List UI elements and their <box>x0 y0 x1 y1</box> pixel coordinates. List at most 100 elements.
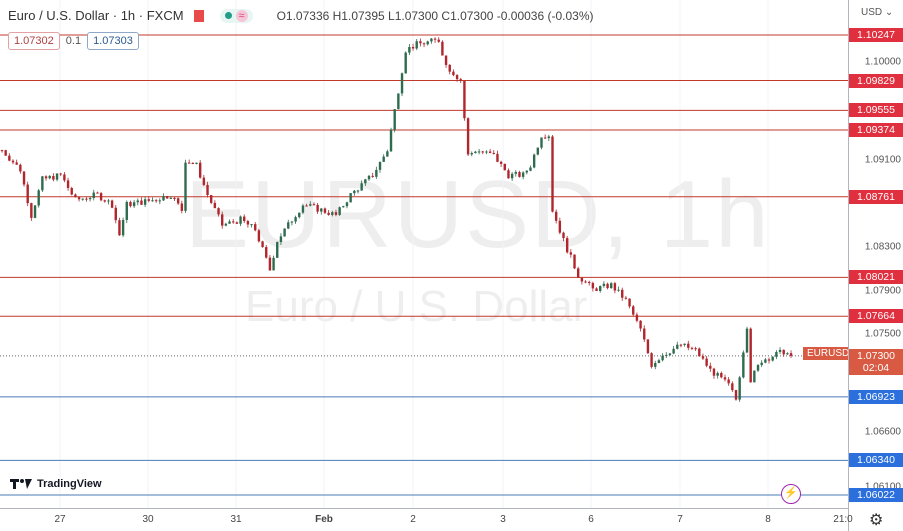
candle-body <box>202 177 206 185</box>
candle-body <box>41 176 44 191</box>
candle-body <box>448 64 451 72</box>
candle-body <box>334 212 338 215</box>
support-label[interactable]: 1.06022 <box>849 488 903 503</box>
candle-body <box>121 219 125 236</box>
candle-body <box>232 221 235 223</box>
time-label: 6 <box>588 514 594 525</box>
candle-body <box>742 352 745 378</box>
candle-body <box>22 171 26 185</box>
candle-body <box>228 221 231 224</box>
last-price: 1.07300 <box>857 349 895 362</box>
candle-body <box>382 156 385 162</box>
status-pill[interactable]: ≈ <box>219 8 253 23</box>
candle-body <box>265 247 268 258</box>
candle-body <box>756 365 760 371</box>
candle-body <box>503 163 506 171</box>
candle-body <box>709 365 712 369</box>
candle-body <box>510 173 514 179</box>
candle-body <box>44 176 48 179</box>
price-tick: 1.07900 <box>864 285 901 297</box>
candle-body <box>507 170 510 179</box>
candle-body <box>169 197 173 199</box>
candle-body <box>433 38 437 40</box>
candle-body <box>602 283 606 287</box>
candle-body <box>543 137 547 139</box>
candle-body <box>617 289 620 291</box>
tradingview-logo[interactable]: TradingView <box>10 478 102 490</box>
candle-body <box>576 268 580 278</box>
candle-body <box>19 164 22 172</box>
candle-body <box>591 282 595 289</box>
candle-body <box>753 370 756 383</box>
candle-body <box>687 343 690 348</box>
resistance-label[interactable]: 1.07664 <box>849 309 903 324</box>
candle-body <box>250 224 253 226</box>
tradingview-icon <box>10 479 32 489</box>
time-axis[interactable]: 27 30 31 Feb 2 3 6 7 8 21:0 <box>0 508 853 531</box>
candle-body <box>140 200 143 205</box>
candle-body <box>184 162 187 211</box>
candle-body <box>415 41 418 49</box>
candle-body <box>129 201 132 207</box>
candle-body <box>353 190 356 194</box>
candle-body <box>632 306 635 315</box>
market-open-icon <box>224 12 232 19</box>
candle-body <box>312 204 316 206</box>
price-tick: 1.08300 <box>864 241 901 253</box>
candle-body <box>492 152 495 154</box>
settings-icon[interactable]: ⚙ <box>869 512 884 529</box>
candle-body <box>595 288 598 291</box>
support-label[interactable]: 1.06340 <box>849 453 903 468</box>
chart-pane[interactable]: EURUSD, 1h Euro / U.S. Dollar Euro / U.S… <box>0 0 848 508</box>
candle-body <box>400 73 404 94</box>
candle-body <box>198 162 202 178</box>
candle-body <box>488 151 492 153</box>
resistance-label[interactable]: 1.08021 <box>849 270 903 285</box>
candle-body <box>246 221 250 225</box>
flag-icon[interactable] <box>193 9 204 22</box>
candle-body <box>654 362 657 367</box>
candle-body <box>356 190 360 192</box>
candles-svg <box>0 0 848 508</box>
sell-button[interactable]: 1.07302 <box>8 32 60 50</box>
candle-body <box>411 46 415 49</box>
watermark-symbol: EURUSD, 1h <box>185 161 771 268</box>
candle-body <box>327 212 330 215</box>
candle-body <box>767 359 771 361</box>
candle-body <box>345 202 349 207</box>
resistance-label[interactable]: 1.08761 <box>849 189 903 204</box>
resistance-label[interactable]: 1.09374 <box>849 123 903 138</box>
candle-body <box>30 203 33 218</box>
candle-body <box>272 257 275 271</box>
candle-body <box>187 162 191 164</box>
lightning-button[interactable]: ⚡ <box>781 484 801 504</box>
symbol-title[interactable]: Euro / U.S. Dollar · 1h · FXCM <box>8 8 184 23</box>
time-label: Feb <box>315 514 333 525</box>
candle-body <box>147 199 150 201</box>
candle-body <box>143 199 147 205</box>
candle-body <box>195 162 198 164</box>
candle-body <box>364 179 367 184</box>
candle-body <box>547 136 551 139</box>
candle-body <box>514 172 517 174</box>
candle-body <box>213 202 217 209</box>
candle-body <box>55 173 59 180</box>
resistance-label[interactable]: 1.09555 <box>849 103 903 118</box>
price-axis[interactable]: USD ⌄ 1.10000 1.09100 1.08300 1.07900 1.0750… <box>848 0 903 531</box>
candle-body <box>760 362 763 366</box>
support-label[interactable]: 1.06923 <box>849 389 903 404</box>
candle-body <box>110 200 114 208</box>
candle-body <box>580 277 584 282</box>
candle-body <box>786 353 789 355</box>
candle-body <box>720 372 723 378</box>
candle-body <box>283 228 286 237</box>
candle-body <box>643 328 646 340</box>
candle-body <box>206 184 209 195</box>
candle-body <box>474 151 477 154</box>
resistance-label[interactable]: 1.10247 <box>849 28 903 42</box>
candle-body <box>132 202 136 207</box>
resistance-label[interactable]: 1.09829 <box>849 73 903 88</box>
currency-select[interactable]: USD ⌄ <box>861 7 894 18</box>
candle-body <box>606 283 609 289</box>
buy-button[interactable]: 1.07303 <box>87 32 139 50</box>
